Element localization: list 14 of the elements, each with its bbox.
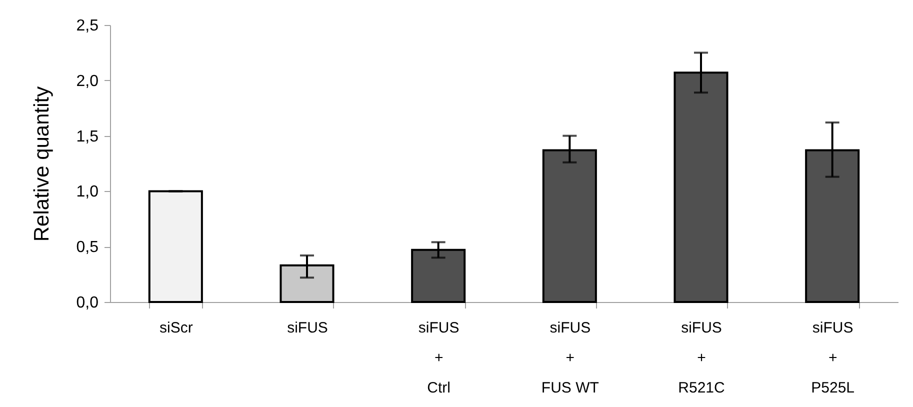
bar	[148, 190, 203, 303]
y-axis-title: Relative quantity	[30, 86, 54, 242]
y-tick-label: 0,5	[76, 239, 99, 256]
y-tick-label: 2,5	[76, 18, 99, 34]
x-tick-label: siScr	[159, 320, 193, 336]
y-tick-label: 1,0	[76, 184, 99, 201]
x-tick-label: siFUS + R521C	[678, 320, 726, 396]
y-tick-label: 2,0	[76, 72, 99, 90]
y-tick-label: 1,5	[76, 128, 99, 146]
x-tick-label: siFUS	[287, 320, 328, 336]
x-tick-label: siFUS + Ctrl	[418, 320, 460, 396]
x-tick-label: siFUS + P525L	[811, 320, 855, 396]
y-tick-label: 0,0	[76, 294, 99, 312]
x-tick-label: siFUS + FUS WT	[541, 320, 599, 396]
